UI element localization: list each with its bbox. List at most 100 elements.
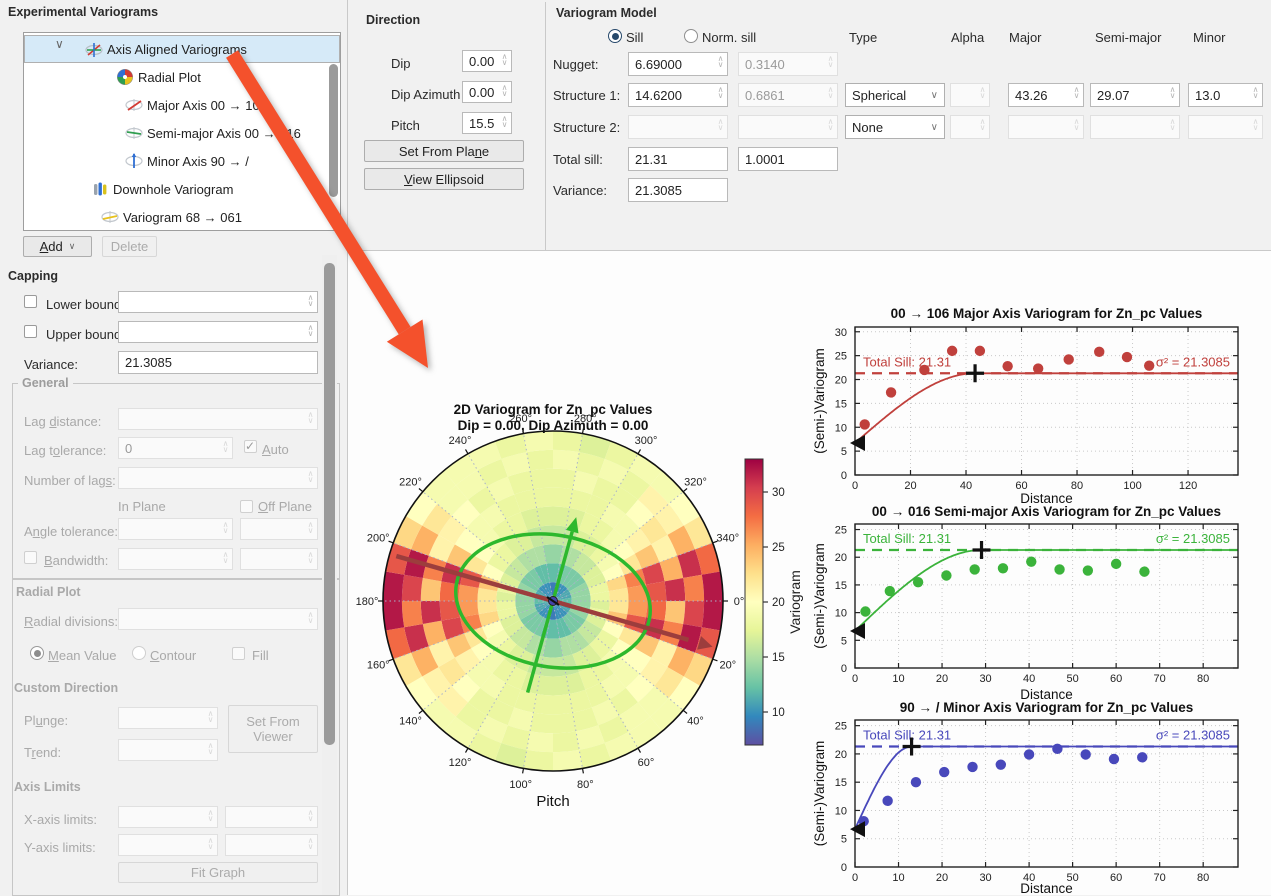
radial-divisions-input-spinner[interactable]: ∧ ∨: [307, 610, 314, 625]
trend-input[interactable]: [118, 739, 218, 761]
structure2-sill-input[interactable]: [628, 115, 728, 139]
structure1-alpha-input-spinner[interactable]: ∧ ∨: [979, 85, 986, 100]
structure1-minor-input[interactable]: [1188, 83, 1263, 107]
structure1-norm-input-spinner[interactable]: ∧ ∨: [827, 85, 834, 100]
bandwidth-checkbox[interactable]: [24, 551, 37, 564]
structure2-semi-major-input-spinner[interactable]: ∧ ∨: [1169, 117, 1176, 132]
structure1-major-input-spinner[interactable]: ∧ ∨: [1073, 85, 1080, 100]
view-ellipsoid-button[interactable]: View Ellipsoid: [364, 168, 524, 190]
left-panel-scrollbar-thumb[interactable]: [324, 263, 335, 745]
plunge-input-spinner[interactable]: ∧ ∨: [207, 709, 214, 724]
lag-tolerance-input[interactable]: [118, 437, 233, 459]
angle-tolerance-in-plane-input-spinner[interactable]: ∧ ∨: [222, 520, 229, 535]
nugget-drag-handle[interactable]: [850, 435, 865, 452]
lag-tolerance-input-spinner[interactable]: ∧ ∨: [222, 439, 229, 454]
structure2-major-input[interactable]: [1008, 115, 1084, 139]
bandwidth-in-plane-input[interactable]: [118, 548, 233, 570]
pitch-input[interactable]: [462, 112, 512, 134]
dip-azimuth-input[interactable]: [462, 81, 512, 103]
set-from-plane-button[interactable]: Set From Plane: [364, 140, 524, 162]
structure1-minor-input-spinner[interactable]: ∧ ∨: [1252, 85, 1259, 100]
add-button[interactable]: Add ∨: [23, 236, 92, 257]
number-of-lags-input[interactable]: [118, 467, 318, 489]
structure1-semi-major-input-spinner[interactable]: ∧ ∨: [1169, 85, 1176, 100]
angle-tolerance-off-plane-input[interactable]: [240, 518, 318, 540]
structure2-minor-input[interactable]: [1188, 115, 1263, 139]
structure1-norm-input[interactable]: [738, 83, 838, 107]
off-plane-checkbox[interactable]: [240, 500, 253, 513]
y-axis-min-input[interactable]: [118, 834, 218, 856]
tree-item-axis-aligned-variograms[interactable]: ∨ Axis Aligned Variograms: [24, 35, 340, 63]
tree-scrollbar-thumb[interactable]: [329, 64, 338, 197]
norm-sill-radio[interactable]: [684, 29, 698, 43]
contour-radio[interactable]: [132, 646, 146, 660]
left-panel-scrollbar[interactable]: [322, 255, 337, 895]
tree-item-semi-major-axis-00-016[interactable]: Semi-major Axis 00 → 016: [24, 119, 340, 147]
structure2-alpha-input-spinner[interactable]: ∧ ∨: [979, 117, 986, 132]
structure1-sill-input[interactable]: [628, 83, 728, 107]
nugget-sill-input[interactable]: [628, 52, 728, 76]
nugget-drag-handle[interactable]: [850, 622, 865, 639]
nugget-sill-input-spinner[interactable]: ∧ ∨: [717, 54, 724, 69]
x-axis-min-input[interactable]: [118, 806, 218, 828]
trend-input-spinner[interactable]: ∧ ∨: [207, 741, 214, 756]
sill-radio[interactable]: [608, 29, 622, 43]
total-sill-norm-value[interactable]: [738, 147, 838, 171]
tree-item-major-axis-00-106[interactable]: Major Axis 00 → 106: [24, 91, 340, 119]
lower-bound-input-spinner[interactable]: ∧ ∨: [307, 293, 314, 308]
nugget-norm-input[interactable]: [738, 52, 838, 76]
bandwidth-off-plane-input-spinner[interactable]: ∧ ∨: [307, 550, 314, 565]
plunge-input[interactable]: [118, 707, 218, 729]
total-sill-value[interactable]: [628, 147, 728, 171]
bandwidth-off-plane-input[interactable]: [240, 548, 318, 570]
structure2-norm-input-spinner[interactable]: ∧ ∨: [827, 117, 834, 132]
upper-bound-input[interactable]: [118, 321, 318, 343]
structure2-type-dropdown[interactable]: None ∨: [845, 115, 945, 139]
tree-item-downhole-variogram[interactable]: Downhole Variogram: [24, 175, 340, 203]
lower-bound-input[interactable]: [118, 291, 318, 313]
pitch-input-spinner[interactable]: ∧ ∨: [501, 114, 508, 129]
dip-azimuth-input-spinner[interactable]: ∧ ∨: [501, 83, 508, 98]
y-axis-max-input-spinner[interactable]: ∧ ∨: [307, 836, 314, 851]
lower-bound-checkbox[interactable]: [24, 295, 37, 308]
auto-checkbox[interactable]: [244, 439, 257, 453]
number-of-lags-input-spinner[interactable]: ∧ ∨: [307, 469, 314, 484]
y-axis-min-input-spinner[interactable]: ∧ ∨: [207, 836, 214, 851]
structure2-major-input-spinner[interactable]: ∧ ∨: [1073, 117, 1080, 132]
upper-bound-checkbox[interactable]: [24, 325, 37, 338]
structure2-alpha-input[interactable]: [950, 115, 990, 139]
bandwidth-in-plane-input-spinner[interactable]: ∧ ∨: [222, 550, 229, 565]
structure1-alpha-input[interactable]: [950, 83, 990, 107]
structure1-sill-input-spinner[interactable]: ∧ ∨: [717, 85, 724, 100]
tree-item-minor-axis-90[interactable]: Minor Axis 90 → /: [24, 147, 340, 175]
lag-distance-input-spinner[interactable]: ∧ ∨: [307, 410, 314, 425]
capping-variance-input[interactable]: [118, 351, 318, 374]
angle-tolerance-in-plane-input[interactable]: [118, 518, 233, 540]
radial-divisions-input[interactable]: [118, 608, 318, 630]
structure1-semi-major-input[interactable]: [1090, 83, 1180, 107]
fit-graph-button[interactable]: Fit Graph: [118, 862, 318, 883]
structure2-sill-input-spinner[interactable]: ∧ ∨: [717, 117, 724, 132]
tree-item-variogram-68-061[interactable]: Variogram 68 → 061: [24, 203, 340, 230]
y-axis-max-input[interactable]: [225, 834, 318, 856]
structure2-semi-major-input[interactable]: [1090, 115, 1180, 139]
structure1-type-dropdown[interactable]: Spherical ∨: [845, 83, 945, 107]
upper-bound-input-spinner[interactable]: ∧ ∨: [307, 323, 314, 338]
structure2-minor-input-spinner[interactable]: ∧ ∨: [1252, 117, 1259, 132]
semi-major-axis-arrow[interactable]: [525, 531, 574, 694]
structure1-major-input[interactable]: [1008, 83, 1084, 107]
x-axis-min-input-spinner[interactable]: ∧ ∨: [207, 808, 214, 823]
tree-item-radial-plot[interactable]: Radial Plot: [24, 63, 340, 91]
major-axis-arrow[interactable]: [395, 553, 690, 643]
structure2-norm-input[interactable]: [738, 115, 838, 139]
dip-input[interactable]: [462, 50, 512, 72]
set-from-viewer-button[interactable]: Set From Viewer: [228, 705, 318, 753]
x-axis-max-input-spinner[interactable]: ∧ ∨: [307, 808, 314, 823]
x-axis-max-input[interactable]: [225, 806, 318, 828]
model-ellipse[interactable]: [445, 519, 661, 683]
fill-checkbox[interactable]: [232, 647, 245, 660]
lag-distance-input[interactable]: [118, 408, 318, 430]
delete-button[interactable]: Delete: [102, 236, 157, 257]
mean-value-radio[interactable]: [30, 646, 44, 660]
angle-tolerance-off-plane-input-spinner[interactable]: ∧ ∨: [307, 520, 314, 535]
